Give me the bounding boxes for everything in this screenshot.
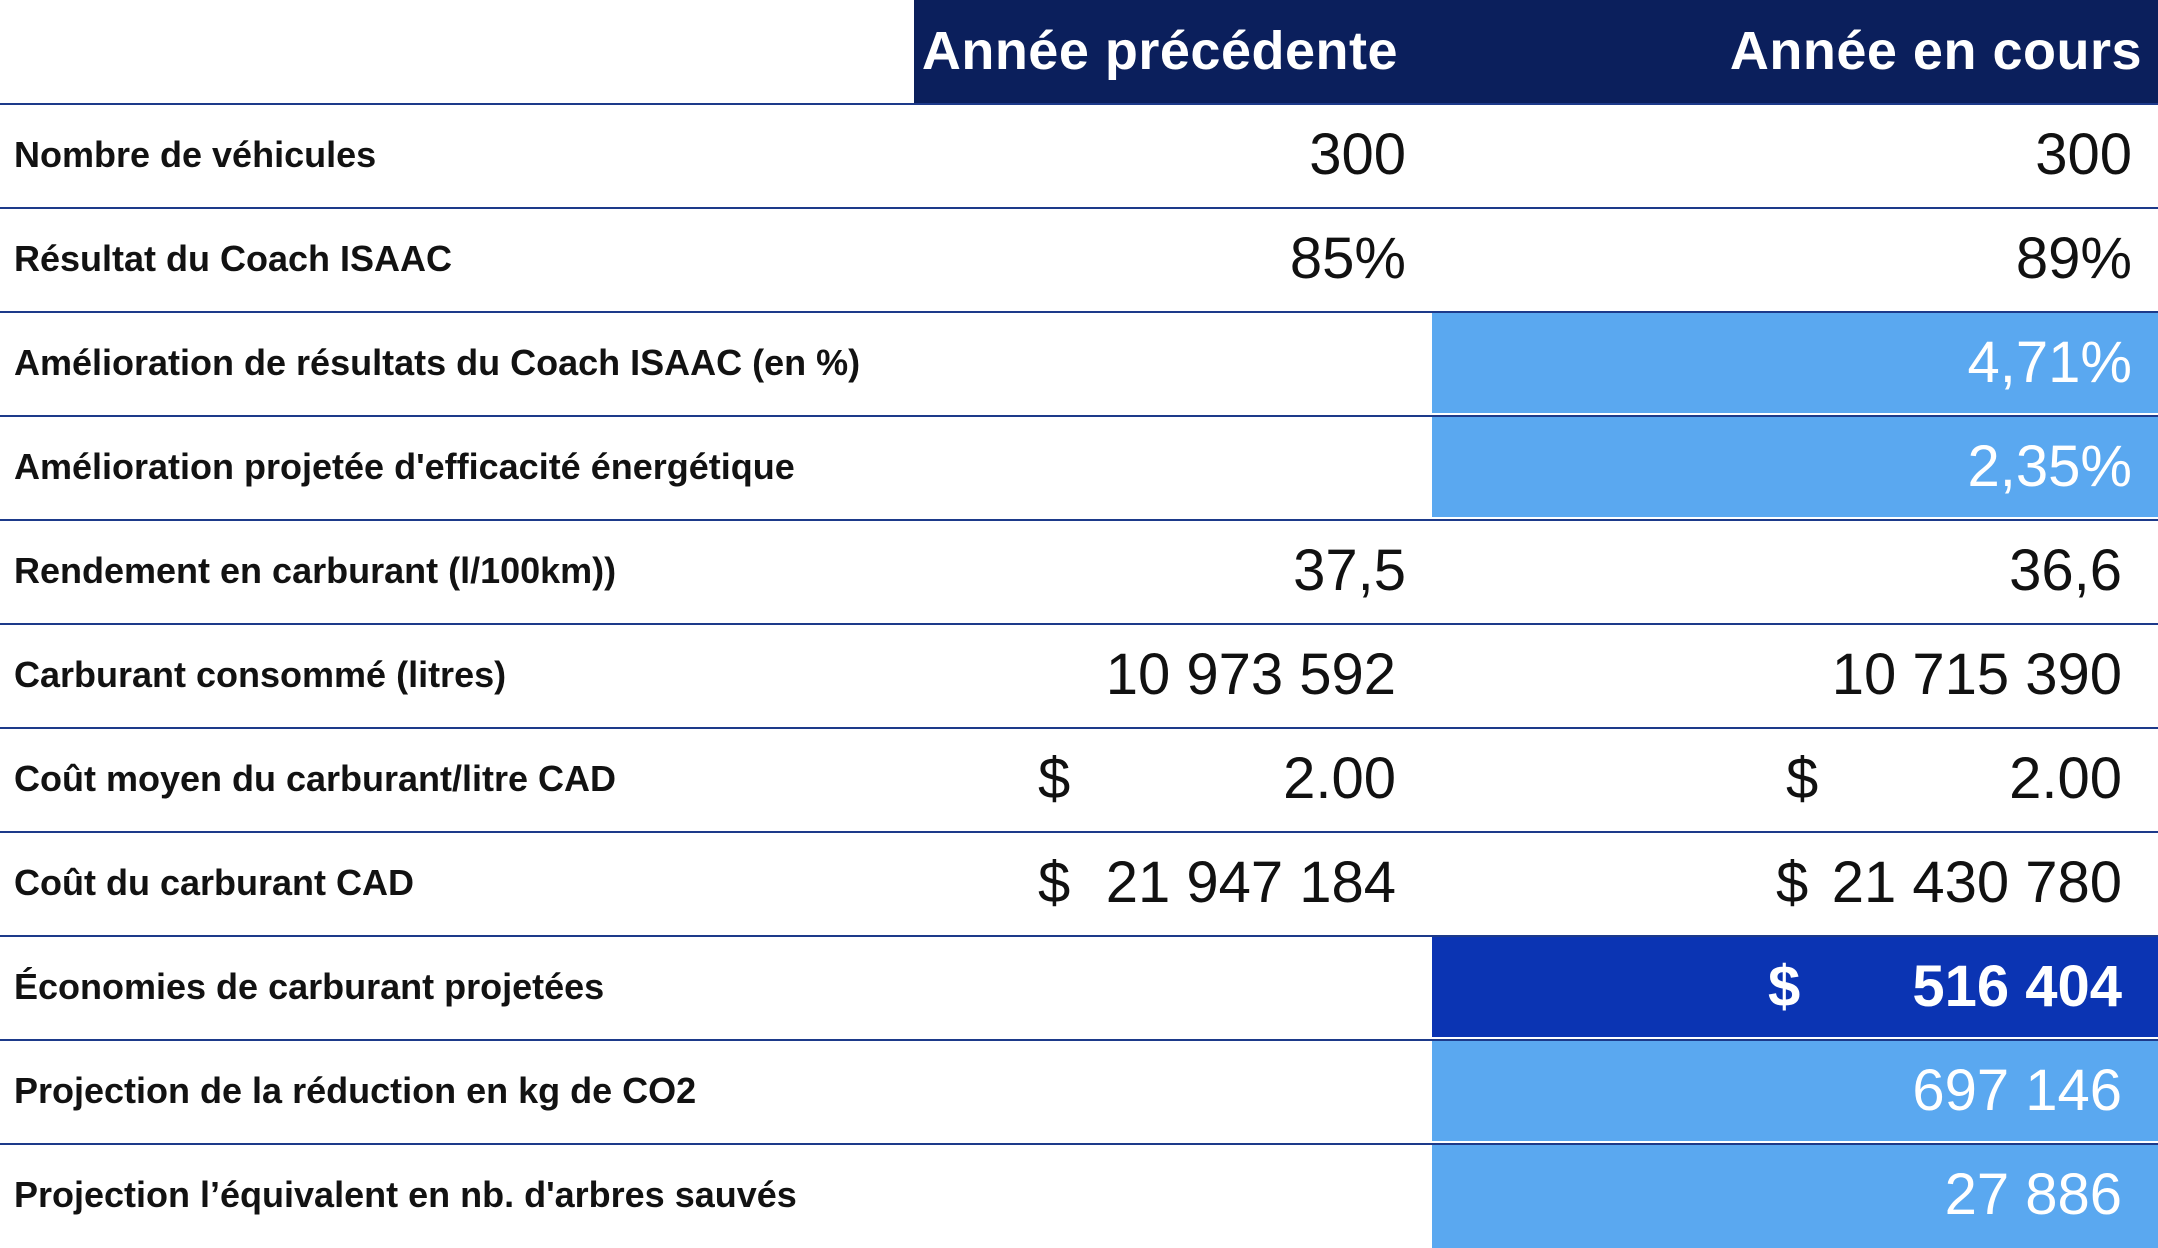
- previous-value: 300: [1309, 122, 1406, 187]
- table-row-fuel-cost: Coût du carburant CAD $ 21 947 184 $ 21 …: [0, 831, 2158, 933]
- current-value: 21 430 780: [1831, 850, 2122, 915]
- current-value: 4,71%: [1967, 330, 2132, 395]
- previous-value: 85%: [1289, 226, 1406, 291]
- table-row-fuel-efficiency: Rendement en carburant (l/100km)) 37,5 3…: [0, 519, 2158, 621]
- header-blank-cell: [0, 0, 914, 103]
- row-label: Économies de carburant projetées: [14, 966, 605, 1007]
- current-value: 89%: [2015, 226, 2132, 291]
- table-header: Année précédente Année en cours: [0, 0, 2158, 103]
- current-value: 516 404: [1912, 954, 2122, 1019]
- row-label: Amélioration de résultats du Coach ISAAC…: [14, 342, 861, 383]
- previous-value: 37,5: [1293, 538, 1406, 603]
- table-row-projected-savings: Économies de carburant projetées $ 516 4…: [0, 935, 2158, 1037]
- row-label: Projection l’équivalent en nb. d'arbres …: [14, 1174, 797, 1215]
- highlight-cell: [1432, 1041, 2158, 1141]
- row-label: Amélioration projetée d'efficacité énerg…: [14, 446, 795, 487]
- current-value: 2.00: [2009, 746, 2122, 811]
- currency-symbol: $: [1786, 746, 1819, 811]
- row-label: Rendement en carburant (l/100km)): [14, 550, 617, 591]
- currency-symbol: $: [1776, 850, 1809, 915]
- table-row-avg-fuel-cost: Coût moyen du carburant/litre CAD $ 2.00…: [0, 727, 2158, 829]
- current-value: 2,35%: [1967, 434, 2132, 499]
- header-background: [914, 0, 2158, 103]
- current-value: 36,6: [2009, 538, 2122, 603]
- currency-symbol: $: [1038, 850, 1071, 915]
- table-row-energy-efficiency: Amélioration projetée d'efficacité énerg…: [0, 415, 2158, 517]
- table-row-trees-saved: Projection l’équivalent en nb. d'arbres …: [0, 1143, 2158, 1248]
- row-label: Nombre de véhicules: [14, 134, 377, 175]
- highlight-cell: [1432, 417, 2158, 517]
- current-value: 300: [2035, 122, 2132, 187]
- current-value: 27 886: [1944, 1162, 2122, 1227]
- row-label: Résultat du Coach ISAAC: [14, 238, 453, 279]
- previous-value: 2.00: [1283, 746, 1396, 811]
- current-value: 10 715 390: [1831, 642, 2122, 707]
- header-previous-year: Année précédente: [921, 21, 1398, 81]
- row-label: Coût moyen du carburant/litre CAD: [14, 758, 617, 799]
- highlight-cell: [1432, 1145, 2158, 1248]
- row-label: Projection de la réduction en kg de CO2: [14, 1070, 697, 1111]
- table-row-co2-reduction: Projection de la réduction en kg de CO2 …: [0, 1039, 2158, 1141]
- previous-value: 10 973 592: [1105, 642, 1396, 707]
- currency-symbol: $: [1038, 746, 1071, 811]
- row-label: Coût du carburant CAD: [14, 862, 414, 903]
- table-row-fuel-consumed: Carburant consommé (litres) 10 973 592 1…: [0, 623, 2158, 725]
- highlight-cell: [1432, 313, 2158, 413]
- currency-symbol: $: [1768, 954, 1801, 1019]
- header-current-year: Année en cours: [1729, 21, 2142, 81]
- table-row-coach-improvement: Amélioration de résultats du Coach ISAAC…: [0, 311, 2158, 413]
- previous-value: 21 947 184: [1105, 850, 1396, 915]
- table-row-vehicles: Nombre de véhicules 300 300: [0, 103, 2158, 205]
- table-row-coach-result: Résultat du Coach ISAAC 85% 89%: [0, 207, 2158, 309]
- current-value: 697 146: [1912, 1058, 2122, 1123]
- row-label: Carburant consommé (litres): [14, 654, 507, 695]
- highlight-cell: [1432, 937, 2158, 1037]
